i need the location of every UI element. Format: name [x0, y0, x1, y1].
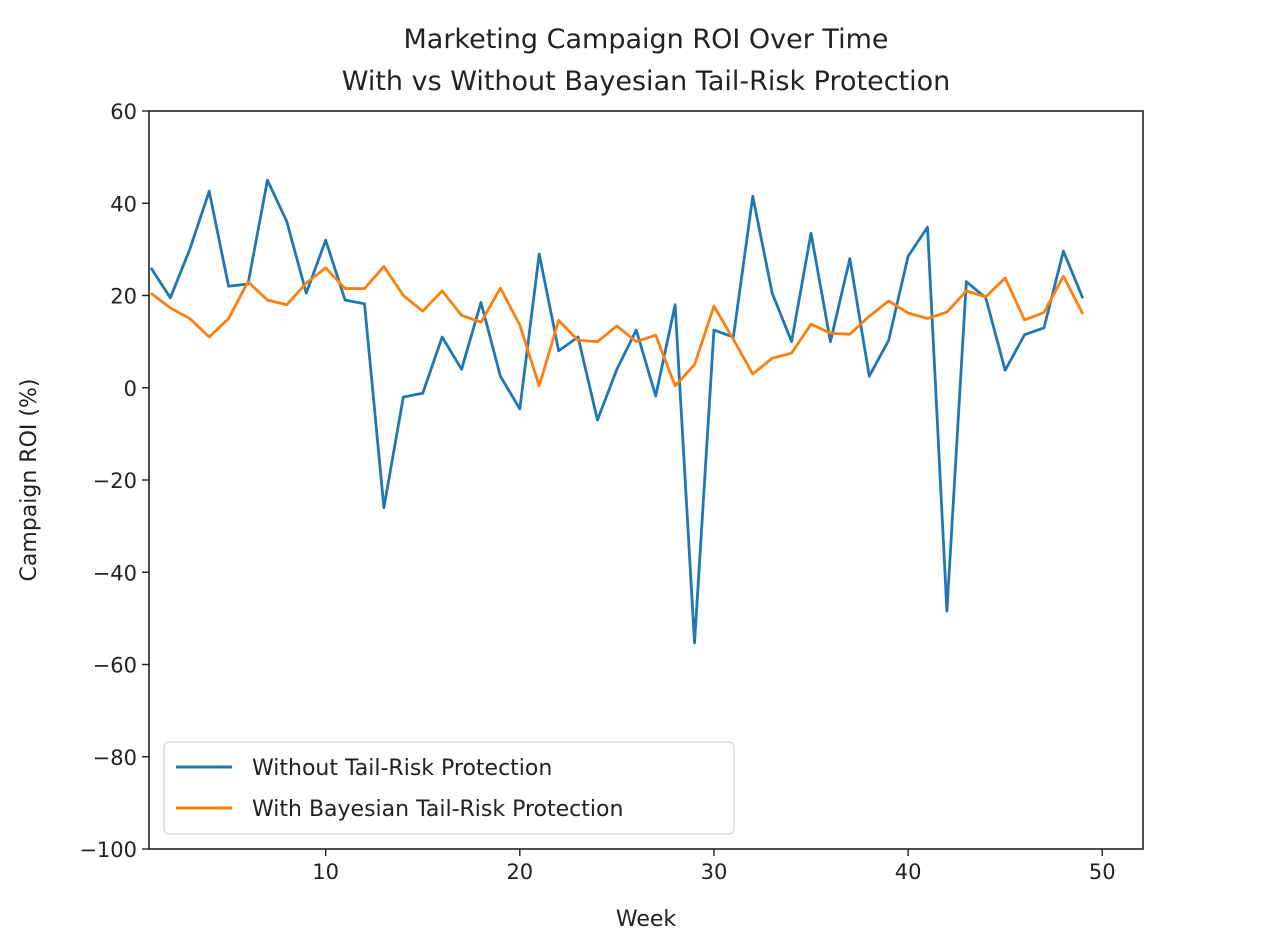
- series-line-without-protection: [149, 178, 1085, 645]
- x-tick-label: 40: [895, 860, 922, 884]
- plot-frame: [148, 110, 1144, 850]
- y-tick-label: −60: [93, 654, 137, 678]
- y-tick-label: −20: [93, 469, 137, 493]
- chart-subtitle: With vs Without Bayesian Tail-Risk Prote…: [342, 66, 951, 97]
- y-tick-label: 0: [124, 377, 137, 401]
- y-tick-label: −40: [93, 561, 137, 585]
- x-tick-label: 20: [506, 860, 533, 884]
- y-tick-label: −80: [93, 746, 137, 770]
- y-tick-label: 40: [110, 192, 137, 216]
- legend-box: [163, 741, 735, 835]
- x-tick-label: 30: [701, 860, 728, 884]
- y-tick-label: 20: [110, 285, 137, 309]
- chart-title: Marketing Campaign ROI Over Time: [403, 24, 888, 55]
- x-axis-label: Week: [616, 907, 677, 932]
- legend-label-without: Without Tail-Risk Protection: [252, 756, 552, 781]
- y-axis-label: Campaign ROI (%): [17, 379, 42, 582]
- x-tick-label: 50: [1089, 860, 1116, 884]
- x-tick-label: 10: [312, 860, 339, 884]
- legend-label-with: With Bayesian Tail-Risk Protection: [252, 797, 623, 822]
- y-tick-label: −100: [79, 838, 137, 862]
- legend: Without Tail-Risk Protection With Bayesi…: [163, 741, 735, 835]
- y-tick-label: 60: [110, 100, 137, 124]
